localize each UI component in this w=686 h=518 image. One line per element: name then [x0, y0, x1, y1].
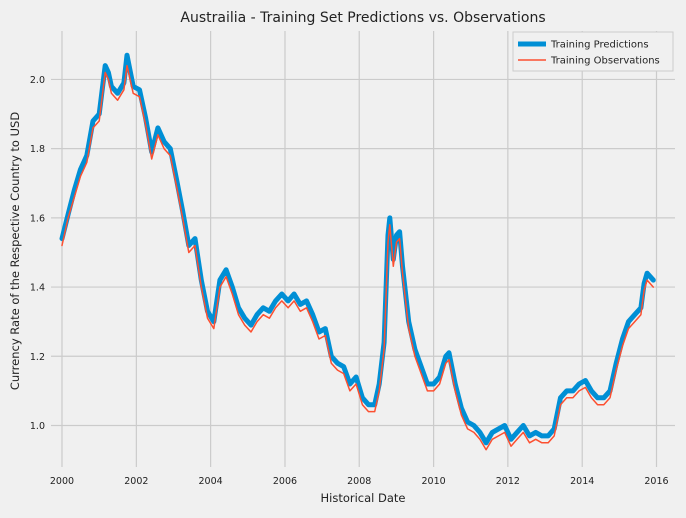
x-tick-label: 2006 [273, 476, 297, 487]
series-lines [59, 52, 656, 451]
gridlines [51, 31, 675, 467]
y-tick-label: 1.6 [30, 213, 45, 224]
x-tick-label: 2010 [422, 476, 446, 487]
x-tick-label: 2000 [50, 476, 74, 487]
y-tick-label: 1.4 [30, 283, 45, 294]
legend: Training Predictions Training Observatio… [512, 31, 674, 72]
x-tick-label: 2014 [570, 476, 594, 487]
x-tick-label: 2004 [199, 476, 223, 487]
legend-box [512, 31, 674, 72]
chart-title: Austrailia - Training Set Predictions vs… [180, 10, 545, 26]
y-axis-ticks: 1.0 1.2 1.4 1.6 1.8 2.0 [30, 75, 45, 432]
y-tick-label: 1.0 [30, 421, 45, 432]
x-tick-label: 2016 [644, 476, 668, 487]
y-tick-label: 2.0 [30, 75, 45, 86]
x-tick-label: 2012 [496, 476, 520, 487]
x-axis-ticks: 2000 2002 2004 2006 2008 2010 2012 2014 2016 [50, 476, 669, 487]
series-line-observations [61, 64, 655, 451]
series-line-predictions [59, 52, 656, 446]
x-tick-label: 2008 [347, 476, 371, 487]
y-axis-label: Currency Rate of the Respective Country … [8, 112, 22, 390]
legend-label-predictions: Training Predictions [550, 40, 649, 51]
y-tick-label: 1.8 [30, 144, 45, 155]
x-tick-label: 2002 [124, 476, 148, 487]
x-axis-label: Historical Date [320, 491, 405, 505]
legend-label-observations: Training Observations [550, 56, 660, 67]
y-tick-label: 1.2 [30, 352, 45, 363]
